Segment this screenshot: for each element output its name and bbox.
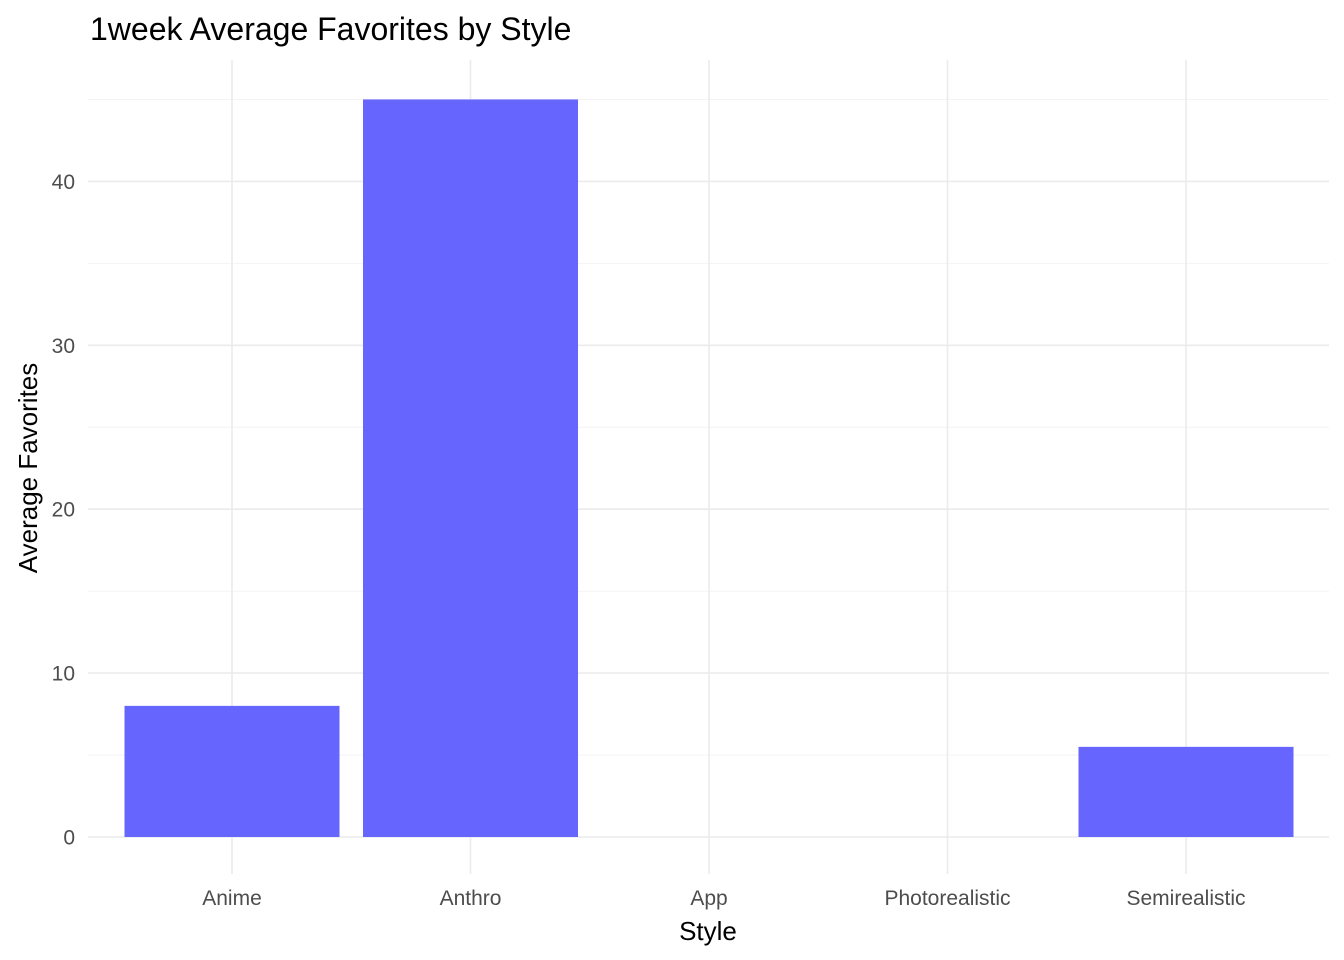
y-tick-label: 20 [52,499,75,522]
x-tick-label: Semirealistic [1126,887,1245,910]
x-tick-label: Anime [202,887,262,910]
x-tick-label: Photorealistic [884,887,1010,910]
y-tick-label: 30 [52,335,75,358]
bar-anthro [363,99,578,837]
x-axis-title: Style [679,916,737,946]
y-tick-label: 10 [52,663,75,686]
bars [124,99,1294,837]
bar-semirealistic [1078,746,1294,837]
x-tick-label: Anthro [440,887,502,910]
y-tick-label: 0 [63,827,75,850]
chart-title: 1week Average Favorites by Style [90,11,571,47]
y-axis-ticks: 0 10 20 30 40 [52,171,75,850]
x-axis-ticks: Anime Anthro App Photorealistic Semirealisti… [202,887,1245,910]
bar-anime [124,705,340,837]
y-axis-title: Average Favorites [13,363,43,574]
x-tick-label: App [690,887,727,910]
y-tick-label: 40 [52,171,75,194]
